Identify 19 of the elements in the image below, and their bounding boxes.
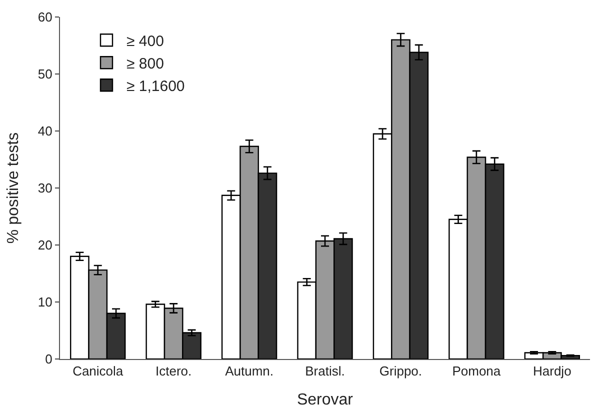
y-axis-title: % positive tests bbox=[4, 132, 22, 244]
x-axis-title: Serovar bbox=[296, 391, 354, 408]
y-tick-label: 30 bbox=[38, 180, 52, 196]
y-tick-label: 50 bbox=[38, 66, 52, 82]
y-tick-label: 20 bbox=[38, 238, 52, 253]
legend-label: ≥ 400 bbox=[126, 32, 164, 50]
y-tick-label: 0 bbox=[45, 352, 52, 367]
x-tick-label: Ictero. bbox=[156, 364, 192, 379]
x-tick-label: Hardjo bbox=[532, 364, 572, 379]
y-tick-label: 60 bbox=[38, 10, 52, 25]
y-tick-label: 40 bbox=[38, 124, 52, 139]
x-tick-label: Autumn. bbox=[225, 364, 274, 379]
x-tick-label: Pomona bbox=[452, 364, 502, 379]
y-tick-label: 10 bbox=[38, 294, 52, 310]
x-tick-label: Canicola bbox=[72, 364, 124, 379]
legend-label: ≥ 800 bbox=[126, 55, 164, 72]
x-tick-label: Grippo. bbox=[379, 364, 422, 379]
legend-label: ≥ 1,1600 bbox=[126, 78, 185, 95]
x-tick-label: Bratisl. bbox=[305, 364, 345, 379]
